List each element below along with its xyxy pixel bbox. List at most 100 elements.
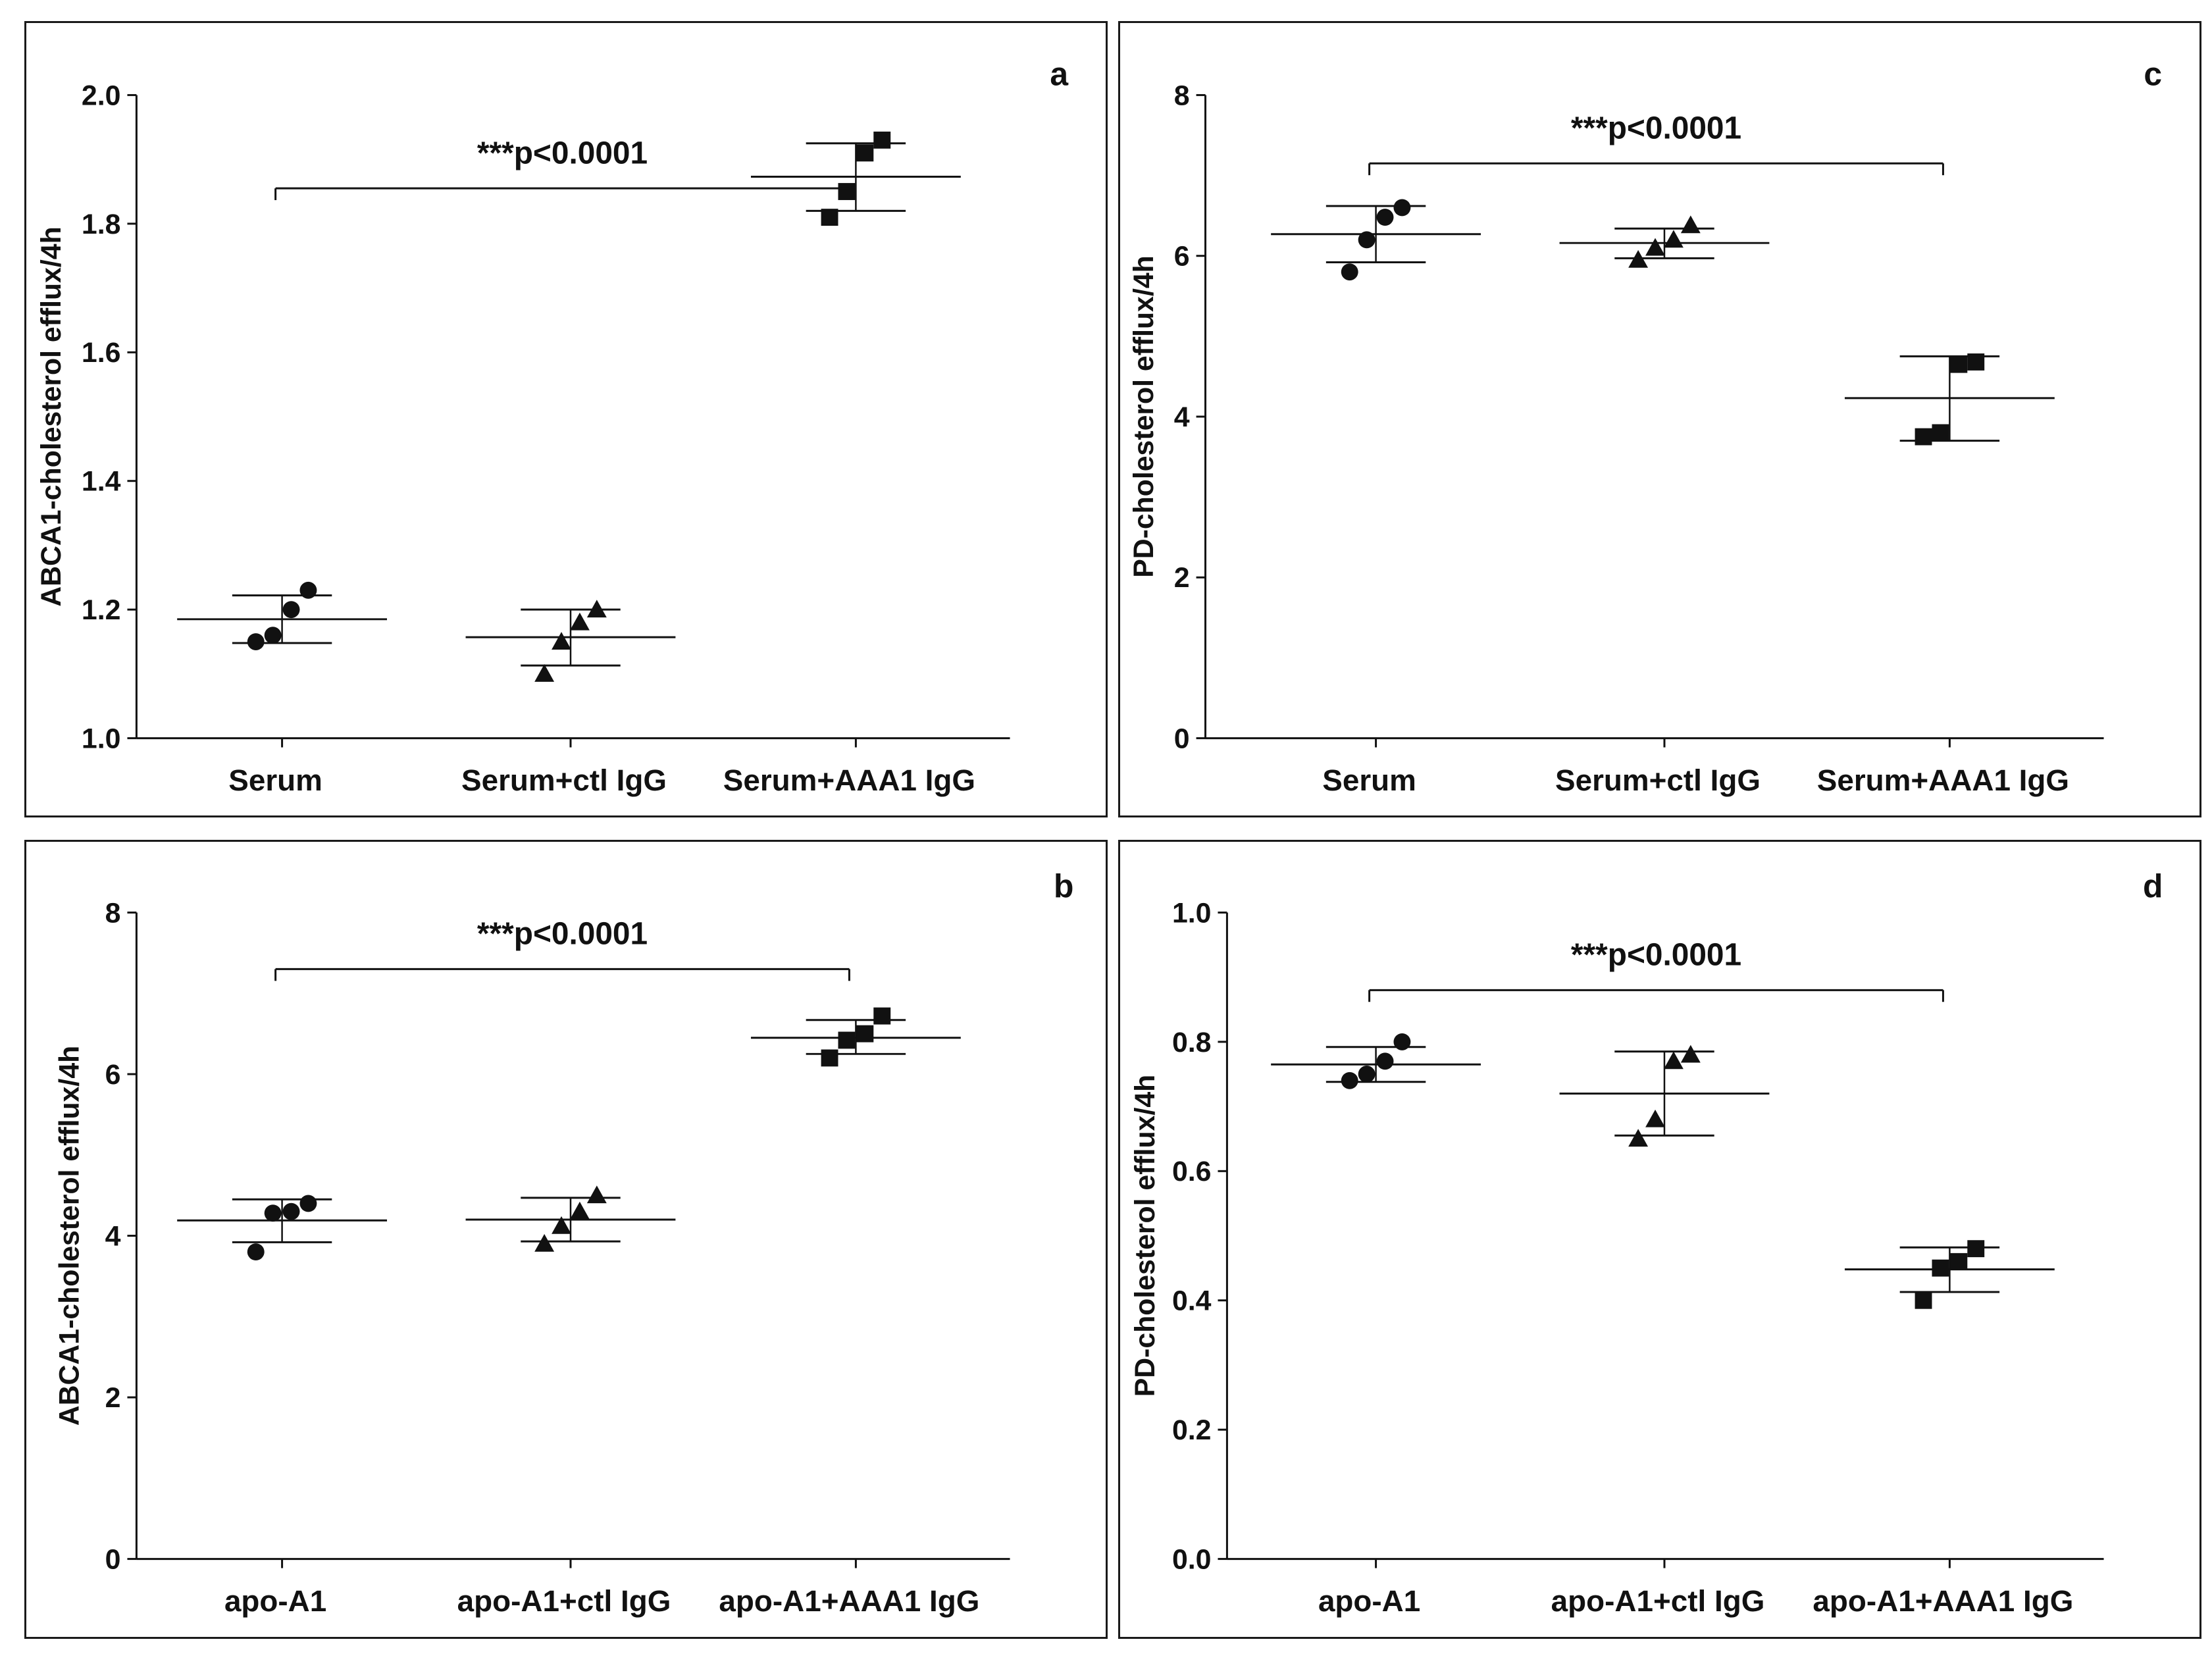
data-point-square bbox=[856, 1025, 874, 1043]
data-point-triangle bbox=[552, 1216, 571, 1234]
data-point-triangle bbox=[569, 1201, 590, 1220]
x-category-label: Serum+ctl IgG bbox=[1555, 763, 1761, 797]
data-point-circle bbox=[247, 633, 265, 650]
data-point-square bbox=[1932, 424, 1949, 442]
data-point-square bbox=[856, 144, 874, 162]
y-tick-label: 0.8 bbox=[1172, 1027, 1212, 1058]
data-group bbox=[750, 131, 961, 226]
significance-label: ***p<0.0001 bbox=[477, 136, 648, 170]
data-point-circle bbox=[264, 627, 282, 644]
x-category-label: apo-A1+AAA1 IgG bbox=[1813, 1584, 2073, 1618]
data-group bbox=[1559, 215, 1770, 268]
data-point-triangle bbox=[586, 600, 607, 618]
chart-d-svg: 0.0 0.2 0.4 0.6 0.8 1.0 apo-A1 apo-A1+ctl IgG ap… bbox=[1129, 868, 2163, 1618]
significance-label: ***p<0.0001 bbox=[1571, 111, 1741, 145]
data-point-circle bbox=[1358, 1066, 1376, 1083]
data-point-triangle bbox=[1628, 1129, 1649, 1147]
data-point-circle bbox=[1393, 1033, 1411, 1050]
x-category-label: Serum+AAA1 IgG bbox=[1817, 763, 2069, 797]
data-point-circle bbox=[1341, 263, 1358, 281]
data-point-circle bbox=[1393, 199, 1411, 217]
data-point-triangle bbox=[1680, 215, 1701, 234]
data-point-circle bbox=[264, 1204, 282, 1222]
data-point-triangle bbox=[586, 1185, 607, 1204]
x-category-label: apo-A1+ctl IgG bbox=[1551, 1584, 1765, 1618]
y-tick-label: 0.0 bbox=[1172, 1544, 1212, 1576]
data-point-triangle bbox=[534, 663, 555, 682]
panel-letter: d bbox=[2143, 868, 2163, 905]
data-point-triangle bbox=[1663, 1051, 1684, 1070]
data-point-square bbox=[1915, 428, 1932, 446]
x-category-label: Serum bbox=[228, 763, 322, 797]
data-point-circle bbox=[247, 1243, 265, 1261]
data-point-triangle bbox=[1628, 249, 1649, 268]
data-point-square bbox=[838, 183, 856, 200]
y-tick-label: 0 bbox=[105, 1544, 121, 1576]
y-tick-label: 8 bbox=[1174, 80, 1190, 111]
y-tick-label: 1.6 bbox=[82, 337, 121, 369]
data-group bbox=[177, 581, 387, 650]
chart-c-svg: 0 2 4 6 8 Serum Serum+ctl IgG Serum+AAA1 IgG PD-… bbox=[1128, 56, 2162, 798]
panel-letter: b bbox=[1054, 868, 1073, 905]
data-point-square bbox=[821, 209, 838, 226]
data-point-circle bbox=[282, 1202, 300, 1220]
y-axis-title: PD-cholesterol efflux/4h bbox=[1129, 1075, 1161, 1397]
data-point-square bbox=[1950, 355, 1968, 373]
y-tick-label: 4 bbox=[1174, 401, 1190, 433]
y-tick-label: 6 bbox=[105, 1059, 121, 1091]
y-tick-label: 2 bbox=[105, 1382, 121, 1414]
chart-panel-d: 0.0 0.2 0.4 0.6 0.8 1.0 apo-A1 apo-A1+ctl IgG ap… bbox=[1118, 840, 2201, 1639]
data-group bbox=[1271, 199, 1481, 281]
data-group bbox=[177, 1195, 387, 1261]
data-point-triangle bbox=[1645, 1109, 1665, 1127]
data-point-square bbox=[1932, 1259, 1949, 1277]
data-point-triangle bbox=[1680, 1045, 1701, 1063]
data-point-circle bbox=[282, 601, 300, 619]
data-group bbox=[1559, 1045, 1770, 1147]
data-point-square bbox=[1967, 353, 1985, 371]
y-axis-title: PD-cholesterol efflux/4h bbox=[1128, 255, 1160, 578]
y-tick-label: 2 bbox=[1174, 562, 1190, 594]
data-point-circle bbox=[1376, 1052, 1394, 1070]
data-group bbox=[1271, 1033, 1481, 1089]
data-point-square bbox=[821, 1049, 838, 1067]
data-point-triangle bbox=[1663, 230, 1684, 248]
chart-panel-c: 0 2 4 6 8 Serum Serum+ctl IgG Serum+AAA1 IgG PD-… bbox=[1118, 21, 2201, 817]
data-point-square bbox=[838, 1031, 856, 1049]
data-point-triangle bbox=[569, 612, 590, 631]
x-category-label: apo-A1+ctl IgG bbox=[457, 1584, 671, 1618]
chart-b-svg: 0 2 4 6 8 apo-A1 apo-A1+ctl IgG apo-A1+AAA1 IgG… bbox=[54, 868, 1074, 1618]
y-tick-label: 1.0 bbox=[82, 723, 121, 755]
y-axis-title: ABCA1-cholesterol efflux/4h bbox=[36, 226, 67, 606]
y-tick-label: 4 bbox=[105, 1220, 121, 1252]
significance-label: ***p<0.0001 bbox=[1571, 938, 1741, 973]
data-point-square bbox=[873, 131, 891, 149]
data-point-triangle bbox=[552, 632, 571, 650]
y-tick-label: 0.6 bbox=[1172, 1156, 1212, 1187]
data-group bbox=[465, 1185, 676, 1252]
y-tick-label: 0 bbox=[1174, 723, 1190, 755]
data-point-circle bbox=[1376, 209, 1394, 226]
data-point-circle bbox=[1358, 231, 1376, 249]
y-tick-label: 2.0 bbox=[82, 80, 121, 111]
x-category-label: apo-A1 bbox=[1318, 1584, 1420, 1618]
data-group bbox=[1844, 353, 2055, 446]
significance-label: ***p<0.0001 bbox=[477, 917, 648, 952]
y-tick-label: 1.4 bbox=[82, 466, 121, 498]
panel-letter: c bbox=[2144, 56, 2162, 93]
y-tick-label: 1.8 bbox=[82, 209, 121, 240]
data-point-circle bbox=[299, 1195, 317, 1212]
y-tick-label: 0.4 bbox=[1172, 1285, 1212, 1317]
data-point-square bbox=[1950, 1253, 1968, 1270]
chart-a-svg: 1.0 1.2 1.4 1.6 1.8 2.0 Serum Serum+ctl IgG Seru… bbox=[36, 56, 1069, 798]
x-category-label: apo-A1 bbox=[224, 1584, 326, 1618]
x-category-label: Serum bbox=[1322, 763, 1416, 797]
data-point-square bbox=[1967, 1240, 1985, 1258]
data-group bbox=[1844, 1240, 2055, 1309]
x-category-label: Serum+ctl IgG bbox=[461, 763, 667, 797]
data-point-circle bbox=[299, 581, 317, 599]
data-point-square bbox=[873, 1007, 891, 1025]
data-point-square bbox=[1915, 1291, 1932, 1309]
chart-panel-a: 1.0 1.2 1.4 1.6 1.8 2.0 Serum Serum+ctl IgG Seru… bbox=[24, 21, 1108, 817]
y-tick-label: 1.0 bbox=[1172, 897, 1212, 929]
